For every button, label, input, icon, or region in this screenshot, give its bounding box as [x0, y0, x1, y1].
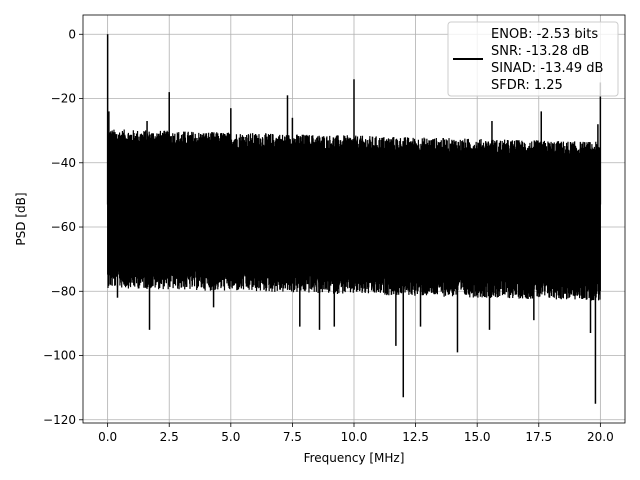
y-tick-label: 0: [68, 27, 76, 41]
psd-noise-trace: [107, 129, 601, 301]
y-axis-ticks: 0 −20 −40 −60 −80 −100 −120: [43, 27, 83, 427]
x-tick-label: 15.0: [464, 430, 491, 444]
legend-line-1: ENOB: -2.53 bits: [491, 27, 598, 42]
y-tick-label: −20: [51, 92, 76, 106]
x-tick-label: 0.0: [98, 430, 117, 444]
x-tick-label: 20.0: [587, 430, 614, 444]
x-tick-label: 5.0: [221, 430, 240, 444]
x-tick-label: 7.5: [283, 430, 302, 444]
x-tick-label: 17.5: [525, 430, 552, 444]
y-tick-label: −40: [51, 156, 76, 170]
legend-line-4: SFDR: 1.25: [491, 78, 563, 93]
x-tick-label: 2.5: [160, 430, 179, 444]
legend-line-3: SINAD: -13.49 dB: [491, 61, 603, 76]
psd-series: [106, 34, 602, 404]
legend-box: [447, 21, 619, 97]
x-tick-label: 10.0: [341, 430, 368, 444]
x-tick-label: 12.5: [402, 430, 429, 444]
legend-line-2: SNR: -13.28 dB: [491, 44, 589, 59]
x-axis-label: Frequency [MHz]: [304, 451, 405, 465]
y-tick-label: −80: [51, 284, 76, 298]
y-tick-label: −120: [43, 413, 76, 427]
x-axis-ticks: 0.0 2.5 5.0 7.5 10.0 12.5 15.0 17.5 20.0: [98, 423, 614, 444]
y-axis-label: PSD [dB]: [14, 192, 28, 245]
y-tick-label: −60: [51, 220, 76, 234]
y-tick-label: −100: [43, 349, 76, 363]
legend: ENOB: -2.53 bits SNR: -13.28 dB SINAD: -…: [447, 21, 619, 97]
